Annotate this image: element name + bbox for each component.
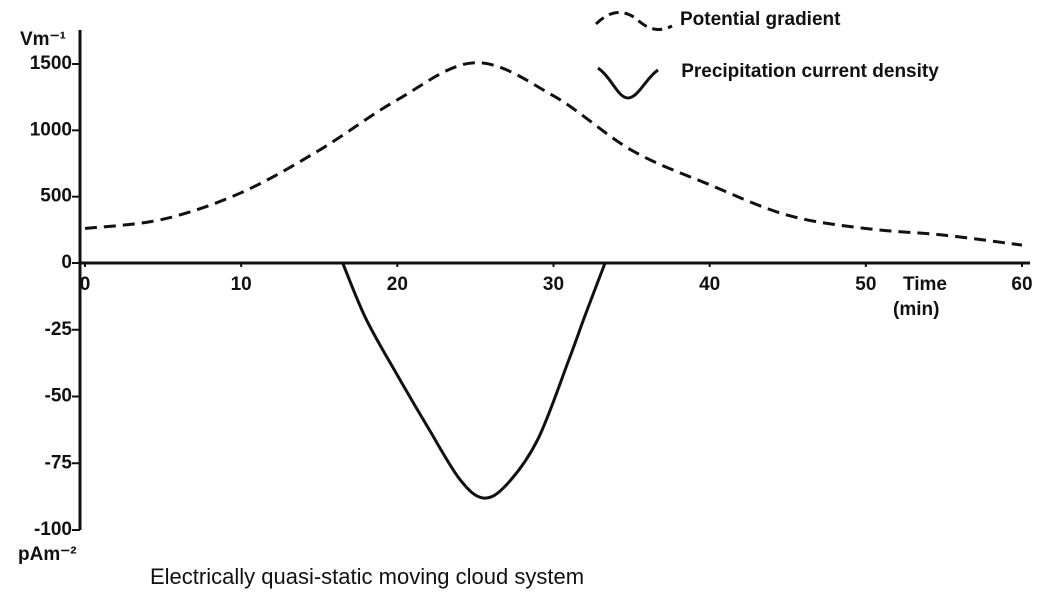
legend-swatch bbox=[594, 11, 673, 31]
y2-axis-label: pAm⁻² bbox=[18, 544, 77, 565]
y-axis-label: Vm⁻¹ bbox=[20, 29, 66, 50]
y-tick-label: 0 bbox=[61, 252, 72, 273]
x-axis-label: Time bbox=[903, 274, 947, 295]
y-tick-label: 1500 bbox=[30, 53, 72, 74]
x-tick-label: 30 bbox=[543, 274, 564, 295]
y-tick-label: 1000 bbox=[30, 119, 72, 140]
y2-tick-label: -50 bbox=[45, 386, 72, 407]
legend-label: Precipitation current density bbox=[681, 61, 939, 82]
x-axis-unit: (min) bbox=[893, 299, 939, 320]
x-tick-label: 10 bbox=[231, 274, 252, 295]
x-tick-label: 40 bbox=[699, 274, 720, 295]
y2-tick-label: -25 bbox=[45, 319, 73, 340]
y2-tick-label: -75 bbox=[45, 452, 73, 473]
x-tick-label: 20 bbox=[387, 274, 408, 295]
chart-title: Electrically quasi-static moving cloud s… bbox=[150, 564, 584, 589]
legend-label: Potential gradient bbox=[680, 9, 841, 30]
x-tick-label: 0 bbox=[80, 274, 91, 295]
y-tick-label: 500 bbox=[40, 186, 72, 207]
series-line bbox=[84, 61, 1023, 247]
x-tick-label: 50 bbox=[855, 274, 876, 295]
series-line bbox=[341, 262, 607, 500]
x-tick-label: 60 bbox=[1011, 274, 1032, 295]
legend-swatch bbox=[597, 66, 659, 100]
y2-tick-label: -100 bbox=[34, 519, 72, 540]
